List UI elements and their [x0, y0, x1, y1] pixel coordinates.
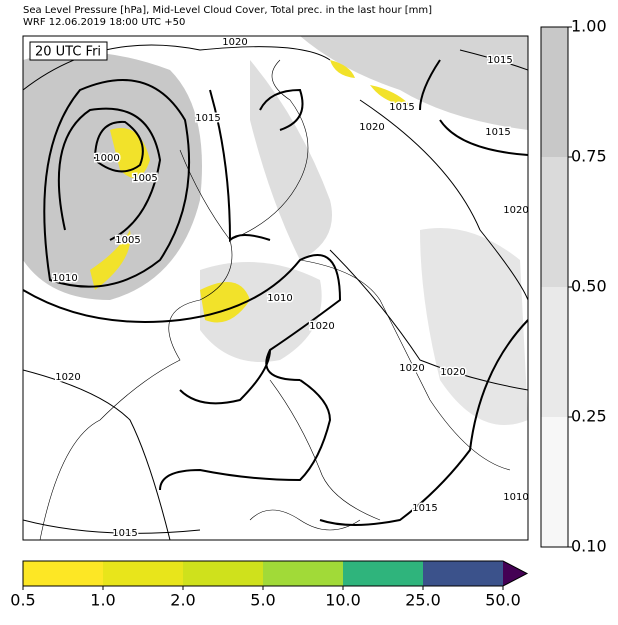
isobar-label: 1005 [115, 235, 140, 246]
isobar-label: 1015 [412, 503, 437, 514]
isobar-label: 1010 [52, 273, 77, 284]
precip-color-segment [263, 561, 343, 586]
precip-tick-label: 50.0 [485, 591, 521, 610]
isobar-label: 1020 [309, 321, 334, 332]
map-frame [22, 35, 529, 541]
cloud-area [250, 60, 332, 260]
isobar-label: 1000 [94, 153, 119, 164]
cloud-area [23, 52, 202, 300]
precip-area [330, 60, 355, 78]
cloud-tick-label: 0.75 [571, 147, 607, 166]
isobar-label: 1005 [132, 173, 157, 184]
isobar-label-group: 1020 1015 1015 1020 1015 1015 1000 1005 … [51, 36, 528, 540]
cloud-color-segment [541, 27, 568, 157]
isobars [23, 59, 528, 526]
isobar-label: 1010 [267, 293, 292, 304]
cloud-tick-label: 1.00 [571, 17, 607, 36]
isobar-label: 1010 [503, 492, 528, 503]
precip-tick-label: 0.5 [10, 591, 35, 610]
precip-colorbar: 0.5 1.0 2.0 5.0 10.0 25.0 50.0 [10, 560, 529, 610]
cloud-tick-label: 0.10 [571, 537, 607, 556]
precip-tick-label: 5.0 [250, 591, 275, 610]
cloud-colorbar: 0.10 0.25 0.50 0.75 1.00 [540, 17, 607, 556]
coastlines [39, 59, 511, 540]
title-line1: Sea Level Pressure [hPa], Mid-Level Clou… [23, 5, 432, 16]
thin-isobars [23, 44, 528, 540]
precip-color-segment [183, 561, 263, 586]
cloud-tick-label: 0.25 [571, 407, 607, 426]
cloud-tick-label: 0.50 [571, 277, 607, 296]
map-layers: 1020 1015 1015 1020 1015 1015 1000 1005 … [23, 36, 528, 540]
cloud-color-segment [541, 287, 568, 417]
cloud-color-segment [541, 157, 568, 287]
precip-tick-label: 1.0 [90, 591, 115, 610]
isobar-label: 1020 [222, 37, 247, 48]
isobar-label: 1020 [399, 363, 424, 374]
precip-extend-arrow [503, 561, 527, 586]
time-label: 20 UTC Fri [35, 45, 101, 60]
isobar-label: 1015 [485, 127, 510, 138]
precip-color-segment [23, 561, 103, 586]
precip-area [370, 85, 410, 105]
map: 1020 1015 1015 1020 1015 1015 1000 1005 … [22, 35, 529, 541]
isobar-label: 1015 [487, 55, 512, 66]
precip-tick-label: 10.0 [325, 591, 361, 610]
precip-color-segment [343, 561, 423, 586]
precip-color-segment [103, 561, 183, 586]
isobar-label: 1020 [503, 205, 528, 216]
precip-area [90, 230, 131, 290]
title-line2: WRF 12.06.2019 18:00 UTC +50 [23, 17, 185, 28]
isobar-label: 1015 [112, 528, 137, 539]
isobar-label: 1015 [195, 113, 220, 124]
precip-tick-label: 25.0 [405, 591, 441, 610]
isobar-label: 1020 [55, 372, 80, 383]
cloud-area [300, 36, 528, 130]
cloud-color-segment [541, 417, 568, 547]
time-box [29, 41, 108, 61]
isobar-label: 1020 [359, 122, 384, 133]
cloud-area [420, 228, 528, 425]
precip-colorbar-frame [22, 560, 529, 587]
isobar-label: 1020 [440, 367, 465, 378]
precip-color-segment [423, 561, 503, 586]
isobar-label: 1015 [389, 102, 414, 113]
precip-tick-label: 2.0 [170, 591, 195, 610]
